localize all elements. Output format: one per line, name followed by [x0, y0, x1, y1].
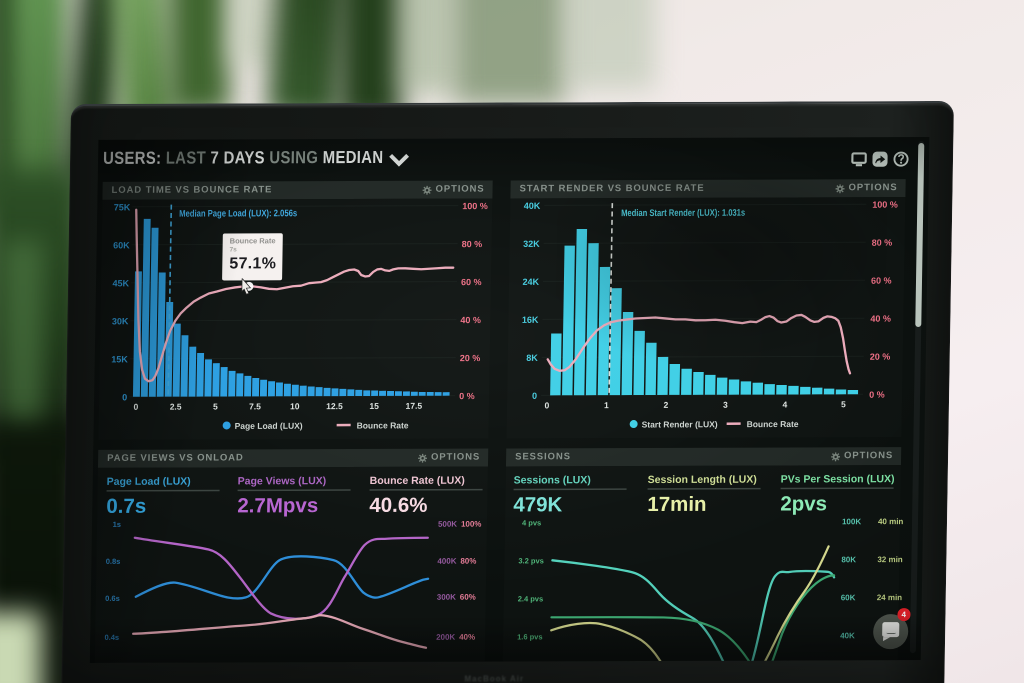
svg-text:100 %: 100 %: [872, 200, 898, 210]
svg-text:60K: 60K: [841, 593, 856, 602]
svg-text:1: 1: [604, 400, 609, 410]
svg-text:400K: 400K: [437, 557, 456, 566]
svg-text:0 %: 0 %: [869, 390, 885, 400]
svg-text:2.7Mpvs: 2.7Mpvs: [237, 494, 318, 517]
svg-text:80 %: 80 %: [462, 239, 483, 249]
svg-text:40 %: 40 %: [870, 314, 891, 324]
svg-text:0 %: 0 %: [459, 391, 475, 401]
svg-text:Page Views (LUX): Page Views (LUX): [238, 475, 327, 487]
svg-text:30K: 30K: [112, 316, 129, 326]
svg-text:60 %: 60 %: [871, 276, 892, 286]
svg-text:32 min: 32 min: [877, 555, 903, 564]
svg-text:4 pvs: 4 pvs: [522, 518, 541, 527]
svg-text:24K: 24K: [522, 277, 539, 287]
svg-text:Sessions (LUX): Sessions (LUX): [514, 474, 591, 486]
svg-text:0: 0: [545, 400, 550, 410]
svg-text:7.5: 7.5: [249, 401, 261, 411]
svg-text:2.4 pvs: 2.4 pvs: [518, 594, 544, 603]
svg-text:Page Load (LUX): Page Load (LUX): [235, 421, 303, 431]
svg-text:200K: 200K: [436, 633, 455, 642]
svg-text:Median Start Render (LUX): 1.0: Median Start Render (LUX): 1.031s: [621, 208, 745, 219]
svg-text:32K: 32K: [523, 239, 540, 249]
svg-text:4: 4: [782, 400, 787, 410]
svg-text:3.2 pvs: 3.2 pvs: [518, 556, 544, 565]
svg-text:80K: 80K: [841, 555, 856, 564]
svg-text:1s: 1s: [113, 520, 121, 529]
svg-text:40 min: 40 min: [878, 517, 904, 526]
svg-text:PVs Per Session (LUX): PVs Per Session (LUX): [781, 473, 895, 485]
svg-text:1.6 pvs: 1.6 pvs: [517, 632, 543, 641]
svg-text:60K: 60K: [113, 240, 130, 250]
svg-text:0: 0: [532, 391, 537, 401]
svg-text:40 %: 40 %: [460, 315, 481, 325]
svg-text:8K: 8K: [526, 353, 538, 363]
svg-text:80%: 80%: [460, 557, 476, 566]
svg-text:0.6s: 0.6s: [105, 594, 120, 603]
svg-text:12.5: 12.5: [326, 401, 343, 411]
svg-text:15K: 15K: [111, 354, 128, 364]
svg-text:Bounce Rate (LUX): Bounce Rate (LUX): [370, 475, 465, 487]
svg-text:300K: 300K: [437, 593, 456, 602]
svg-text:17min: 17min: [647, 493, 707, 516]
svg-text:Session Length (LUX): Session Length (LUX): [648, 474, 757, 486]
svg-text:Start Render (LUX): Start Render (LUX): [642, 419, 718, 429]
svg-text:2: 2: [664, 400, 669, 410]
svg-text:24 min: 24 min: [877, 593, 903, 602]
svg-text:Bounce Rate: Bounce Rate: [357, 420, 409, 430]
svg-text:17.5: 17.5: [406, 401, 423, 411]
svg-text:0.8s: 0.8s: [106, 557, 121, 566]
svg-text:Median Page Load (LUX): 2.056s: Median Page Load (LUX): 2.056s: [179, 208, 297, 219]
svg-text:Page Load (LUX): Page Load (LUX): [107, 476, 191, 488]
svg-text:60 %: 60 %: [461, 277, 482, 287]
svg-text:20 %: 20 %: [870, 352, 891, 362]
svg-text:15: 15: [369, 401, 379, 411]
svg-text:100 %: 100 %: [462, 201, 488, 211]
svg-text:45K: 45K: [112, 278, 129, 288]
svg-text:5: 5: [213, 401, 218, 411]
svg-text:0: 0: [134, 402, 139, 412]
svg-text:3: 3: [723, 400, 728, 410]
svg-text:40.6%: 40.6%: [369, 494, 428, 517]
svg-text:479K: 479K: [513, 493, 563, 516]
svg-text:100%: 100%: [461, 520, 482, 529]
svg-text:5: 5: [841, 399, 846, 409]
svg-text:100K: 100K: [842, 517, 861, 526]
svg-text:0: 0: [122, 392, 127, 402]
svg-text:20 %: 20 %: [460, 353, 481, 363]
svg-text:2.5: 2.5: [170, 402, 182, 412]
svg-text:40K: 40K: [524, 201, 541, 211]
svg-text:16K: 16K: [522, 315, 539, 325]
svg-text:10: 10: [290, 401, 300, 411]
svg-text:0.7s: 0.7s: [106, 495, 146, 518]
svg-text:0.4s: 0.4s: [104, 633, 119, 642]
svg-text:2pvs: 2pvs: [780, 492, 827, 515]
svg-text:40K: 40K: [840, 631, 855, 640]
svg-text:Bounce Rate: Bounce Rate: [747, 419, 799, 429]
svg-text:80 %: 80 %: [872, 238, 893, 248]
svg-text:40%: 40%: [459, 633, 475, 642]
svg-text:500K: 500K: [438, 520, 457, 529]
svg-text:75K: 75K: [114, 202, 131, 212]
svg-text:60%: 60%: [460, 593, 476, 602]
